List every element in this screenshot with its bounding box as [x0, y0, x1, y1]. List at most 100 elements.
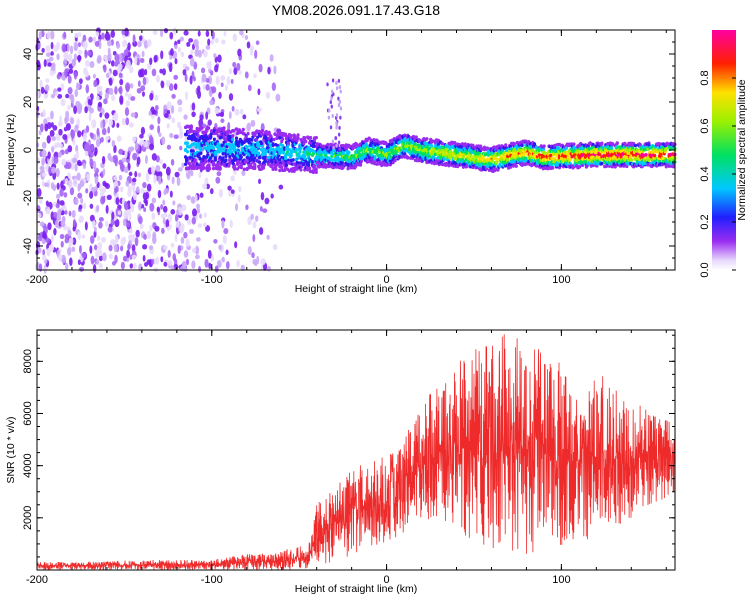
spectrogram-cell — [231, 134, 235, 138]
spectrogram-cell — [57, 208, 62, 218]
spectrogram-cell — [142, 91, 145, 97]
spectrogram-cell — [66, 43, 70, 52]
spectrogram-cell — [218, 188, 223, 198]
spectrogram-cell — [104, 92, 109, 100]
spectrogram-cell — [220, 118, 225, 124]
spectrogram-cell — [98, 255, 103, 262]
spectrogram-cell — [92, 73, 96, 79]
spectrogram-cell — [218, 91, 222, 99]
spectrogram-cell — [77, 259, 81, 266]
spectrogram-cell — [102, 168, 106, 176]
spectrogram-cell — [183, 250, 189, 258]
spectrogram-cell — [225, 249, 229, 256]
spectrogram-cell — [213, 53, 217, 59]
spectrogram-cell — [255, 215, 259, 222]
spectrogram-cell — [39, 165, 45, 171]
spectrogram-cell — [76, 118, 80, 127]
spectrogram-cell — [163, 187, 169, 194]
spectrogram-cell — [191, 247, 197, 254]
spectrogram-cell — [207, 119, 212, 126]
spectrogram-cell — [307, 152, 312, 156]
spectrogram-cell — [425, 137, 429, 141]
colorbar-gradient — [712, 30, 736, 270]
spectrogram-cell — [161, 136, 166, 145]
spectrogram-cell — [259, 141, 264, 146]
spectrogram-cell — [61, 43, 67, 53]
spectrogram-cell — [105, 204, 109, 214]
spectrogram-cell — [36, 188, 42, 198]
spectrogram-cell — [119, 186, 124, 193]
spectrogram-cell — [271, 143, 275, 148]
spectrogram-cell — [63, 31, 67, 39]
spectrogram-cell — [230, 79, 234, 84]
spectrogram-cell — [140, 188, 145, 194]
spectrogram-cell — [406, 155, 410, 160]
spectrogram-cell — [97, 55, 102, 64]
spectrogram-cell — [165, 219, 170, 229]
spectrogram-cell — [149, 57, 153, 65]
spectrogram-cell — [93, 166, 97, 172]
spectrogram-cell — [42, 254, 47, 262]
spectrogram-cell — [196, 203, 200, 210]
spectrogram-cell — [197, 30, 201, 37]
spectrogram-cell — [281, 143, 285, 148]
spectrogram-cell — [294, 147, 298, 152]
spectrogram-cell — [339, 89, 342, 94]
spectrogram-cell — [53, 44, 59, 52]
spectrogram-cell — [207, 163, 211, 167]
spectrogram-cell — [266, 162, 270, 166]
spectrogram-cell — [312, 138, 316, 142]
spectrogram-cell — [108, 87, 114, 96]
spectrogram-cell — [157, 116, 161, 125]
spectrogram-cell — [204, 160, 208, 164]
spectrogram-cell — [211, 86, 217, 94]
spectrogram-cell — [208, 166, 212, 171]
spectrogram-cell — [85, 188, 89, 194]
spectrogram-cell — [99, 191, 105, 198]
spectrogram-cell — [149, 224, 153, 232]
spectrogram-cell — [226, 76, 231, 86]
spectrogram-cell — [387, 152, 391, 157]
spectrogram-cell — [105, 72, 110, 79]
spectrogram-cell — [181, 162, 185, 168]
spectrogram-cell — [242, 167, 246, 172]
spectrogram-cell — [148, 245, 154, 251]
spectrogram-cell — [57, 93, 63, 99]
spectrogram-cell — [137, 172, 142, 178]
spectrogram-cell — [149, 124, 155, 131]
spectrogram-cell — [239, 165, 243, 170]
spectrogram-x-tick-label: 100 — [552, 274, 570, 286]
spectrogram-cell — [68, 210, 72, 217]
spectrogram-cell — [123, 49, 129, 58]
spectrogram-cell — [308, 135, 313, 140]
spectrogram-cell — [185, 141, 190, 145]
spectrogram-cell — [185, 91, 188, 101]
spectrogram-cell — [180, 236, 185, 244]
spectrogram-cell — [59, 115, 63, 123]
spectrogram-cell — [413, 142, 417, 146]
spectrogram-cell — [94, 175, 99, 185]
spectrogram-cell — [45, 52, 51, 58]
spectrogram-cell — [127, 243, 131, 251]
spectrogram-cells — [35, 27, 677, 274]
spectrogram-cell — [59, 143, 63, 149]
spectrogram-cell — [227, 185, 232, 191]
spectrogram-cell — [646, 163, 650, 167]
spectrogram-cell — [250, 119, 256, 128]
spectrogram-cell — [132, 191, 137, 201]
spectrogram-cell — [311, 169, 316, 173]
spectrogram-cell — [236, 259, 240, 268]
spectrogram-cell — [99, 183, 103, 193]
spectrogram-cell — [539, 144, 543, 148]
spectrogram-cell — [99, 112, 103, 118]
spectrogram-cell — [242, 152, 246, 157]
spectrogram-cell — [179, 125, 183, 133]
spectrogram-cell — [256, 107, 262, 112]
spectrogram-cell — [335, 86, 339, 91]
spectrogram-cell — [240, 264, 245, 271]
spectrogram-cell — [64, 116, 70, 123]
spectrogram-cell — [55, 167, 60, 178]
spectrogram-cell — [105, 220, 109, 228]
spectrogram-cell — [126, 221, 131, 228]
spectrogram-cell — [138, 35, 143, 41]
